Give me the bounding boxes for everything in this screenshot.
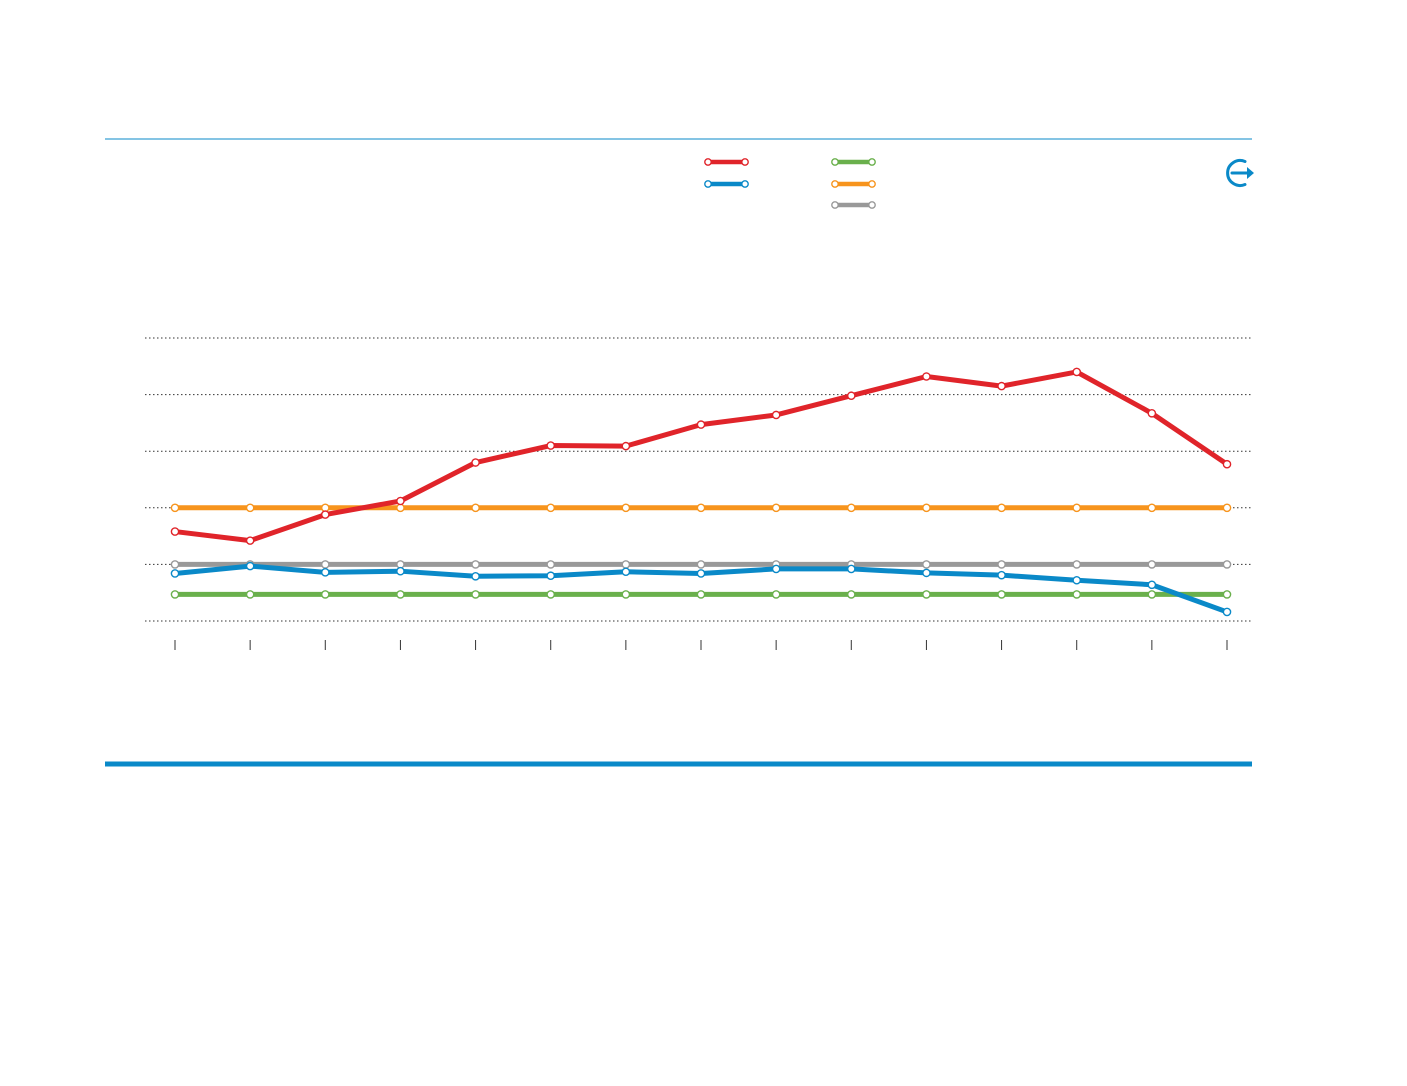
data-point-orange <box>846 503 856 513</box>
legend-swatch-dot <box>868 201 876 209</box>
data-point-red <box>846 391 856 401</box>
data-point-orange <box>621 503 631 513</box>
legend-item-red <box>704 158 749 166</box>
data-point-orange <box>546 503 556 513</box>
data-point-orange <box>997 503 1006 513</box>
data-point-green <box>997 590 1006 599</box>
data-point-blue <box>1222 607 1232 617</box>
data-point-red <box>320 510 330 519</box>
data-point-gray <box>1222 560 1232 569</box>
data-point-red <box>170 527 180 536</box>
data-point-orange <box>1147 503 1157 513</box>
legend-swatch-dot <box>741 180 749 188</box>
data-point-gray <box>546 560 556 569</box>
series-gray <box>170 560 1232 569</box>
data-point-blue <box>396 566 405 576</box>
data-point-red <box>771 410 781 420</box>
data-point-gray <box>170 560 180 569</box>
data-point-red <box>621 441 631 451</box>
legend-swatch-dot <box>831 180 839 188</box>
data-point-green <box>621 590 631 599</box>
data-point-orange <box>471 503 480 513</box>
data-point-gray <box>1072 560 1082 569</box>
series-orange <box>170 503 1232 513</box>
data-point-green <box>245 590 255 599</box>
data-point-blue <box>696 569 706 578</box>
legend-swatch-dot <box>704 158 712 166</box>
series-red <box>170 367 1232 545</box>
data-point-gray <box>997 560 1006 569</box>
data-point-orange <box>771 503 781 513</box>
legend-swatch-dot <box>831 158 839 166</box>
data-point-blue <box>922 568 931 578</box>
data-point-green <box>396 590 405 599</box>
legend-swatch-dot <box>704 180 712 188</box>
data-point-blue <box>846 564 856 574</box>
data-point-blue <box>245 561 255 571</box>
data-point-green <box>846 590 856 599</box>
data-point-orange <box>245 503 255 513</box>
legend-item-gray <box>831 201 876 209</box>
exit-arrow-icon[interactable] <box>1226 159 1254 187</box>
x-axis-ticks <box>174 640 1228 650</box>
series-line-red <box>172 369 1230 544</box>
data-point-green <box>320 590 330 599</box>
data-point-green <box>1222 590 1232 599</box>
data-point-red <box>245 536 255 545</box>
data-point-blue <box>471 571 480 581</box>
data-point-green <box>922 590 931 599</box>
data-point-blue <box>997 570 1006 580</box>
data-point-red <box>471 458 480 467</box>
legend-item-green <box>831 158 876 166</box>
data-point-blue <box>621 567 631 577</box>
data-point-orange <box>170 503 180 513</box>
legend <box>704 158 876 209</box>
data-point-orange <box>696 503 706 513</box>
legend-item-orange <box>831 180 876 188</box>
data-point-gray <box>922 560 931 569</box>
data-point-orange <box>922 503 931 513</box>
data-point-blue <box>1072 575 1082 585</box>
legend-swatch-dot <box>831 201 839 209</box>
legend-swatch-dot <box>868 158 876 166</box>
legend-swatch-dot <box>741 158 749 166</box>
data-point-green <box>771 590 781 599</box>
data-point-red <box>922 372 931 381</box>
data-point-orange <box>1072 503 1082 513</box>
data-point-green <box>696 590 706 599</box>
data-point-gray <box>320 560 330 569</box>
data-point-red <box>1222 459 1232 469</box>
data-point-orange <box>1222 503 1232 513</box>
data-point-green <box>546 590 556 599</box>
data-point-blue <box>170 569 180 578</box>
legend-item-blue <box>704 180 749 188</box>
data-point-red <box>696 420 706 429</box>
data-point-gray <box>696 560 706 569</box>
data-point-blue <box>320 568 330 577</box>
data-point-blue <box>771 564 781 574</box>
data-point-gray <box>621 560 631 569</box>
series-green <box>170 590 1232 599</box>
data-point-red <box>546 441 556 450</box>
series-blue <box>170 561 1232 617</box>
data-point-red <box>997 381 1006 391</box>
data-point-blue <box>546 571 556 581</box>
data-point-red <box>396 496 405 506</box>
data-point-red <box>1147 408 1157 418</box>
data-point-green <box>170 590 180 599</box>
data-point-gray <box>1147 560 1157 569</box>
data-point-gray <box>471 560 480 569</box>
data-point-green <box>1072 590 1082 599</box>
series-layer <box>170 367 1232 617</box>
data-point-red <box>1072 367 1082 377</box>
data-point-green <box>471 590 480 599</box>
data-point-blue <box>1147 580 1157 590</box>
data-point-green <box>1147 590 1157 599</box>
legend-swatch-dot <box>868 180 876 188</box>
